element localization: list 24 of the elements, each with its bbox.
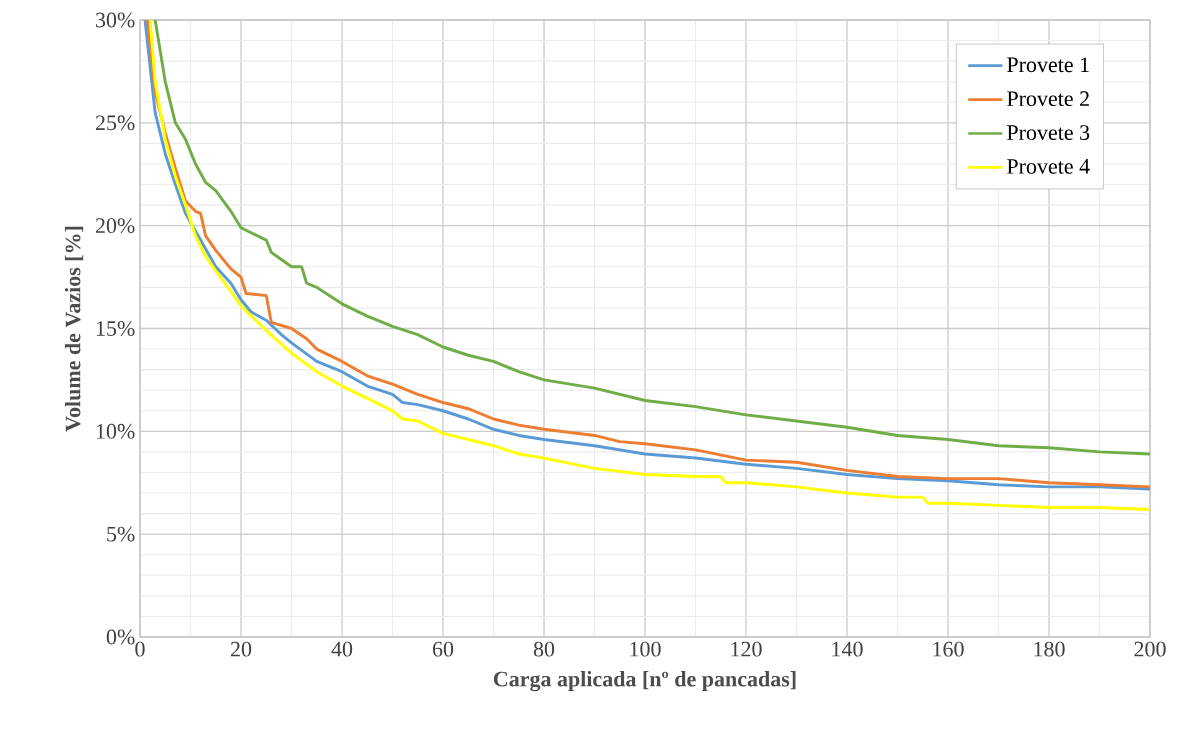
- x-tick-label: 20: [230, 641, 252, 657]
- y-tick-label: 25%: [95, 115, 135, 131]
- x-tick-label: 120: [731, 641, 762, 657]
- y-tick-label: 10%: [96, 423, 135, 439]
- x-tick-label: 160: [933, 641, 964, 657]
- x-tick-label: 0: [135, 641, 145, 657]
- legend-label: Provete 3: [1007, 125, 1090, 140]
- y-tick-label: 5%: [107, 526, 135, 542]
- y-tick-label: 15%: [96, 321, 135, 336]
- x-tick-label: 200: [1134, 641, 1166, 657]
- y-tick-label: 0%: [106, 629, 135, 645]
- x-tick-label: 60: [432, 641, 454, 657]
- x-axis-title: Carga aplicada [nº de pancadas]: [493, 671, 796, 692]
- y-tick-label: 20%: [95, 218, 135, 234]
- y-axis-title: Volume de Vazios [%]: [64, 226, 84, 432]
- legend-label: Provete 1: [1007, 57, 1089, 73]
- x-tick-label: 40: [331, 641, 353, 657]
- legend-label: Provete 4: [1007, 159, 1090, 174]
- y-tick-label: 30%: [96, 12, 135, 28]
- legend-label: Provete 2: [1007, 91, 1089, 107]
- x-tick-label: 80: [533, 641, 555, 657]
- x-tick-label: 100: [630, 641, 661, 657]
- x-tick-label: 180: [1034, 641, 1065, 657]
- x-tick-label: 140: [832, 641, 863, 657]
